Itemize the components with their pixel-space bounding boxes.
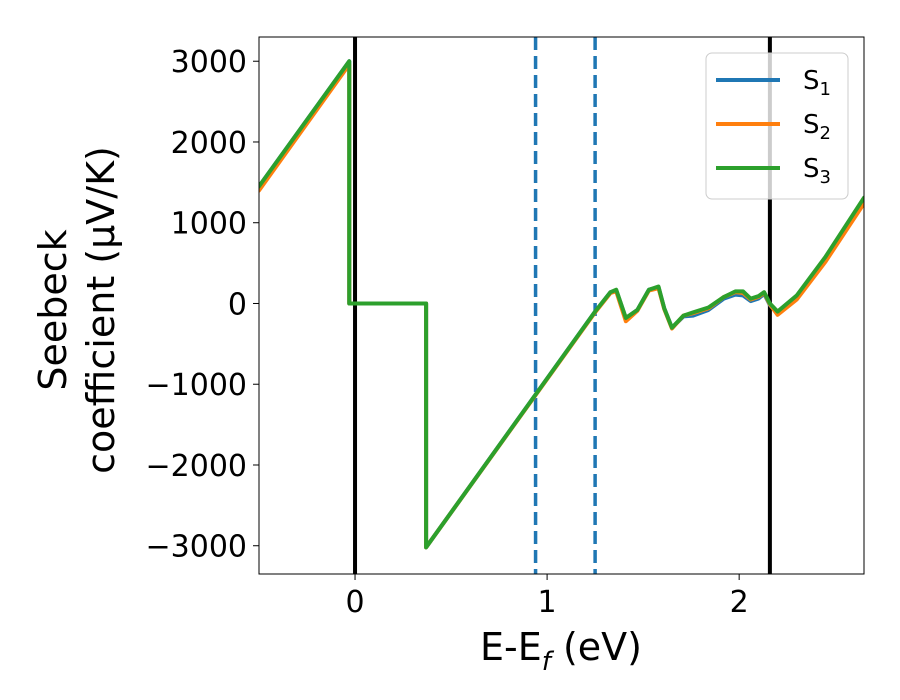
y-tick-label: −3000 [146, 530, 247, 565]
y-tick-label: 2000 [171, 126, 247, 161]
plot-frame [258, 36, 865, 575]
series-lines [259, 59, 864, 550]
y-tick-label: 3000 [171, 45, 247, 80]
series-line-S3 [259, 59, 864, 550]
x-axis-label-main: E-E [480, 625, 542, 669]
y-tick-label: 0 [228, 287, 247, 322]
y-tick-label: 1000 [171, 207, 247, 242]
y-tick-label: −1000 [146, 368, 247, 403]
x-axis-label-unit: (eV) [551, 625, 642, 669]
legend-label-S2: S2 [803, 110, 831, 144]
legend-label-S1: S1 [803, 66, 831, 100]
y-axis-label-line1: Seebeck [31, 229, 75, 390]
x-axis-ticks: 0 1 2 [345, 574, 749, 620]
legend: S1 S2 S3 [705, 52, 849, 200]
x-tick-label: 2 [730, 585, 749, 620]
y-axis-ticks: 3000 2000 1000 0 −1000 −2000 −3000 [146, 45, 259, 565]
x-tick-label: 0 [345, 585, 364, 620]
x-tick-label: 1 [538, 585, 557, 620]
legend-label-S3: S3 [803, 154, 831, 188]
y-tick-label: −2000 [146, 449, 247, 484]
y-axis-label-line2: coefficient (μV/K) [79, 146, 123, 474]
x-axis-label: E-Ef (eV) [480, 625, 642, 677]
